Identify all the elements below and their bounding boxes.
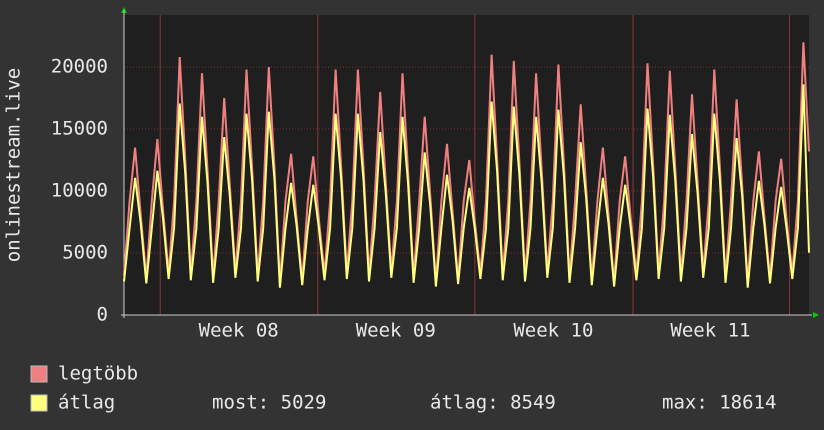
legend-label: legtöbb	[58, 363, 138, 385]
x-tick-label: Week 09	[356, 320, 436, 342]
axis-arrow	[813, 312, 819, 318]
y-tick-label: 0	[97, 304, 108, 326]
y-axis-label: onlinestream.live	[3, 68, 25, 262]
x-tick-label: Week 10	[513, 320, 593, 342]
x-tick-label: Week 11	[670, 320, 750, 342]
legend-stat: most: 5029	[212, 392, 326, 414]
legend-swatch	[30, 365, 48, 383]
y-tick-label: 15000	[51, 118, 108, 140]
legend-stat: átlag: 8549	[430, 392, 556, 414]
y-tick-label: 10000	[51, 180, 108, 202]
y-tick-label: 5000	[62, 242, 108, 264]
legend-stat: max: 18614	[662, 392, 776, 414]
series-line	[123, 42, 810, 283]
y-tick-label: 20000	[51, 56, 108, 78]
legend-swatch	[30, 394, 48, 412]
x-tick-label: Week 08	[199, 320, 279, 342]
legend-label: átlag	[58, 392, 115, 414]
series-line	[123, 84, 810, 288]
